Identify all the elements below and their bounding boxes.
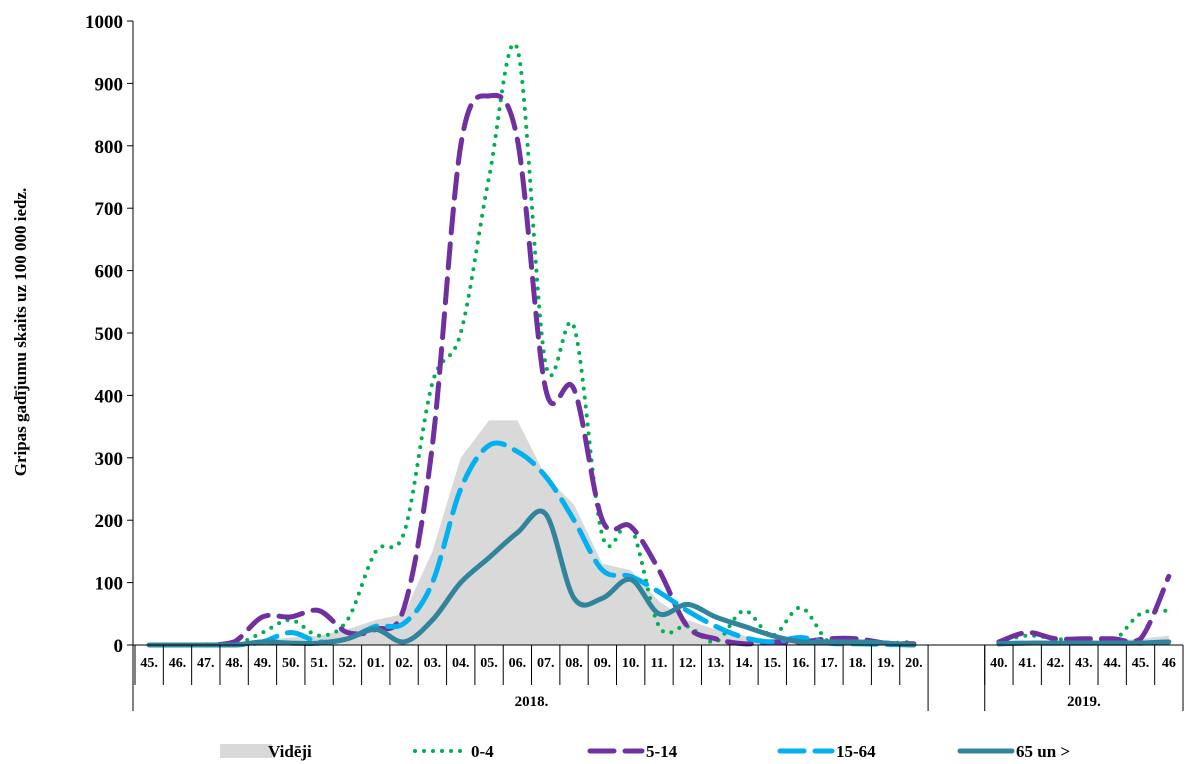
legend-item-videji: Vidēji (220, 742, 312, 761)
x-tick-label: 20. (905, 656, 923, 671)
legend-item-15-64: 15-64 (777, 742, 876, 761)
legend-item-0-4-label: 0-4 (471, 742, 494, 761)
x-tick-label: 17. (820, 656, 838, 671)
x-tick-label: 52. (339, 656, 357, 671)
y-tick-label: 900 (95, 74, 124, 95)
x-tick-label: 08. (565, 656, 583, 671)
legend-item-5-14-label: 5-14 (646, 742, 678, 761)
y-tick-label: 500 (95, 324, 124, 345)
x-tick-label: 05. (480, 656, 498, 671)
x-tick-label: 07. (537, 656, 555, 671)
x-group-label: 2018. (515, 694, 549, 710)
x-tick-label: 44. (1103, 656, 1121, 671)
x-tick-label: 02. (395, 656, 413, 671)
x-tick-label: 49. (254, 656, 272, 671)
x-tick-label: 09. (594, 656, 612, 671)
y-tick-label: 0 (114, 636, 124, 657)
legend-item-5-14: 5-14 (587, 742, 678, 761)
x-tick-label: 19. (877, 656, 895, 671)
series-0-4 (147, 41, 1171, 647)
x-tick-label: 18. (849, 656, 867, 671)
x-tick-label: 12. (679, 656, 697, 671)
y-tick-label: 300 (95, 449, 124, 470)
x-tick-label: 14. (735, 656, 753, 671)
series-5-14-line-2 (996, 573, 1172, 645)
legend-item-videji-swatch (220, 744, 272, 758)
series-65-un-line-1 (146, 508, 917, 648)
y-tick-label: 600 (95, 262, 124, 283)
legend-item-15-64-label: 15-64 (836, 742, 876, 761)
x-tick-label: 42. (1047, 656, 1065, 671)
y-tick-label: 700 (95, 199, 124, 220)
x-tick-label: 41. (1018, 656, 1036, 671)
x-tick-label: 48. (225, 656, 243, 671)
x-tick-label: 04. (452, 656, 470, 671)
y-tick-label: 200 (95, 511, 124, 532)
x-tick-label: 46. (169, 656, 187, 671)
y-tick-label: 100 (95, 574, 124, 595)
legend: Vidēji 0-4 5-14 15-64 65 un > (220, 742, 1070, 761)
x-axis: 45. 46. 47. 48. 49. 50. 51. 52. 01. 02. 03. 04. 05. 0… (132, 644, 1184, 711)
x-tick-label: 11. (651, 656, 668, 671)
x-tick-label: 13. (707, 656, 725, 671)
series-5-14 (146, 92, 1172, 648)
x-tick-label: 03. (424, 656, 442, 671)
series-0-4-line-1 (147, 41, 916, 647)
x-tick-label: 45. (1132, 656, 1150, 671)
x-group-label: 2019. (1067, 694, 1101, 710)
x-tick-label: 40. (990, 656, 1008, 671)
x-tick-label: 10. (622, 656, 640, 671)
series-65-un-line-2 (996, 639, 1172, 647)
x-tick-label: 50. (282, 656, 300, 671)
plot-area (146, 41, 1172, 648)
x-tick-label: 45. (140, 656, 158, 671)
legend-item-65-un: 65 un > (957, 742, 1070, 761)
y-tick-label: 1000 (85, 12, 123, 33)
y-tick-label: 800 (95, 137, 124, 158)
y-axis: 0 100 200 300 400 500 600 700 800 900 1000 (85, 12, 134, 657)
legend-item-videji-label: Vidēji (268, 742, 312, 761)
x-tick-label: 51. (310, 656, 328, 671)
x-tick-label: 46 (1162, 656, 1176, 671)
y-tick-label: 400 (95, 386, 124, 407)
x-tick-label: 16. (792, 656, 810, 671)
series-videji-area-1 (149, 420, 914, 645)
legend-item-65-un-label: 65 un > (1016, 742, 1070, 761)
x-tick-label: 15. (764, 656, 782, 671)
y-axis-title: Gripas gadījumu skaits uz 100 000 iedz. (11, 188, 30, 477)
x-tick-label: 43. (1075, 656, 1093, 671)
legend-item-0-4: 0-4 (413, 742, 494, 761)
series-0-4-line-2 (996, 608, 1171, 646)
series-65-un (146, 508, 1172, 648)
x-tick-label: 01. (367, 656, 385, 671)
x-tick-label: 06. (509, 656, 527, 671)
x-tick-label: 47. (197, 656, 215, 671)
